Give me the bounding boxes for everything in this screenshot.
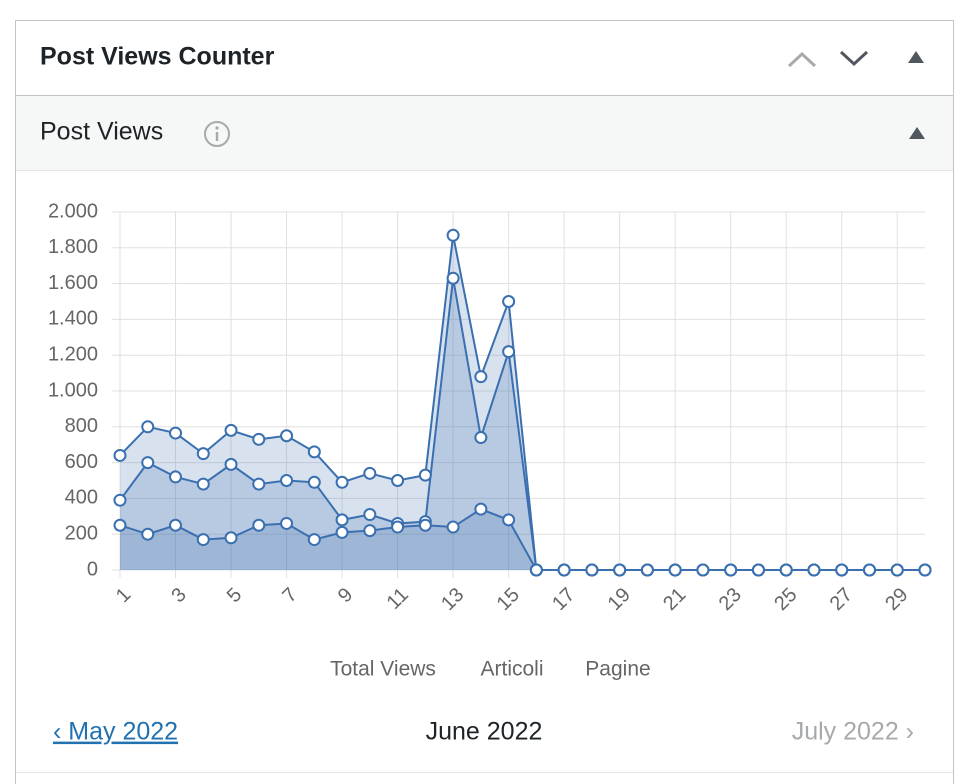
- data-point: [113, 493, 127, 507]
- series-area: [120, 509, 925, 570]
- data-point: [196, 533, 210, 547]
- data-point: [113, 448, 127, 462]
- legend-entry: Pagine: [585, 658, 650, 681]
- prev-month-link[interactable]: ‹ May 2022: [53, 718, 178, 746]
- data-point: [418, 518, 432, 532]
- move-up[interactable]: [787, 51, 817, 68]
- data-point: [169, 518, 183, 532]
- data-point: [529, 563, 543, 577]
- data-point: [169, 426, 183, 440]
- data-point: [474, 431, 488, 445]
- data-point: [113, 518, 127, 532]
- data-point: [835, 563, 849, 577]
- y-tick-label: 1.200: [48, 343, 98, 365]
- y-tick-label: 200: [65, 522, 98, 544]
- y-tick-label: 1.400: [48, 308, 98, 330]
- data-point: [252, 432, 266, 446]
- legend-entry: Total Views: [330, 658, 436, 681]
- data-point: [141, 420, 155, 434]
- current-month: June 2022: [426, 718, 543, 746]
- data-point: [585, 563, 599, 577]
- data-point: [363, 466, 377, 480]
- data-point: [307, 445, 321, 459]
- y-tick-label: 1.800: [48, 236, 98, 258]
- data-point: [141, 456, 155, 470]
- data-point: [363, 508, 377, 522]
- data-point: [307, 475, 321, 489]
- data-point: [668, 563, 682, 577]
- data-point: [391, 520, 405, 534]
- data-point: [696, 563, 710, 577]
- y-tick-label: 1.000: [48, 379, 98, 401]
- data-point: [252, 477, 266, 491]
- data-point: [474, 502, 488, 516]
- data-point: [141, 527, 155, 541]
- toggle-section[interactable]: [909, 127, 925, 139]
- data-point: [751, 563, 765, 577]
- data-point: [280, 429, 294, 443]
- data-point: [224, 457, 238, 471]
- data-point: [363, 524, 377, 538]
- section-title: Post Views: [40, 118, 163, 146]
- data-point: [280, 516, 294, 530]
- data-point: [446, 271, 460, 285]
- next-month: July 2022 ›: [792, 718, 914, 746]
- data-point: [779, 563, 793, 577]
- data-point: [502, 345, 516, 359]
- data-point: [280, 474, 294, 487]
- data-point: [196, 477, 210, 491]
- data-point: [224, 423, 238, 437]
- series-area: [120, 278, 925, 570]
- data-point: [335, 475, 349, 489]
- y-tick-label: 1.600: [48, 272, 98, 294]
- data-point: [613, 563, 627, 577]
- data-point: [502, 513, 516, 527]
- data-point: [252, 518, 266, 532]
- widget-title: Post Views Counter: [40, 43, 275, 71]
- data-point: [335, 525, 349, 539]
- data-point: [391, 474, 405, 487]
- data-point: [335, 513, 349, 527]
- data-point: [502, 295, 516, 308]
- data-point: [446, 228, 460, 242]
- series-area: [120, 235, 925, 570]
- info-icon[interactable]: [204, 121, 230, 147]
- data-point: [474, 370, 488, 384]
- data-point: [890, 563, 904, 577]
- data-point: [196, 447, 210, 461]
- chart: 0 200 400 600 800 1.000 1.200 1.400 1.600 1.800 2.…: [48, 200, 932, 681]
- move-down[interactable]: [839, 50, 869, 67]
- y-tick-label: 800: [65, 415, 98, 437]
- data-point: [724, 563, 738, 577]
- legend-entry: Articoli: [480, 658, 543, 681]
- data-point: [807, 563, 821, 577]
- y-tick-label: 400: [65, 487, 98, 509]
- data-point: [557, 563, 571, 577]
- toggle-widget[interactable]: [908, 51, 924, 63]
- y-tick-label: 2.000: [48, 200, 98, 222]
- data-point: [307, 533, 321, 547]
- y-tick-label: 0: [87, 558, 98, 580]
- data-point: [640, 563, 654, 577]
- y-tick-label: 600: [65, 451, 98, 473]
- data-point: [862, 563, 876, 577]
- data-point: [169, 470, 183, 484]
- info-icon-dot: [215, 126, 219, 130]
- data-point: [446, 520, 460, 534]
- section-header: [16, 95, 953, 170]
- data-point: [224, 531, 238, 545]
- data-point: [418, 468, 432, 482]
- data-point: [918, 563, 932, 577]
